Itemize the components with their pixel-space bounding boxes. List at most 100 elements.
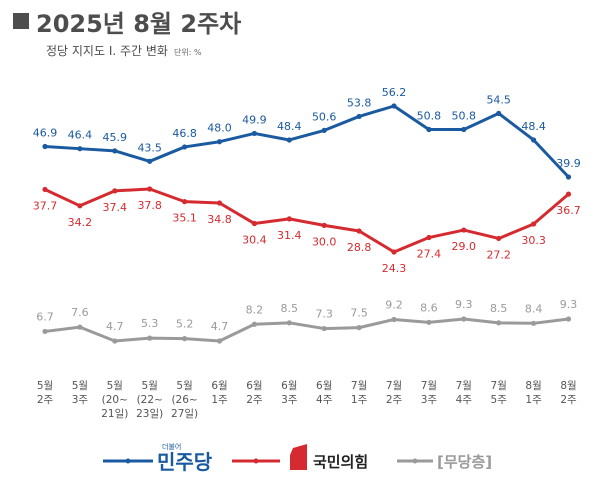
series-line (44, 317, 569, 343)
ppp-logo-shape-icon (290, 444, 307, 470)
data-label: 30.4 (242, 234, 267, 247)
data-point (356, 113, 362, 120)
data-label: 9.3 (455, 298, 473, 311)
series-3: 6.7 7.6 4.7 5.3 5.2 4.7 8.2 8.5 7.3 7.5 9.2 8.6 9.3 8… (36, 298, 577, 344)
x-tick-label: 7월 (456, 380, 472, 392)
unit-label: 단위: % (173, 48, 202, 57)
x-tick-label: 5월 (107, 380, 123, 392)
data-point (426, 126, 432, 133)
data-label: 27.2 (486, 248, 511, 261)
data-point (251, 220, 257, 227)
x-tick-label: 5월 (72, 380, 88, 392)
data-point (77, 324, 83, 330)
data-point (321, 222, 327, 228)
data-label: 48.0 (207, 122, 232, 135)
legend-item-ppp: 국민의힘 (232, 444, 368, 471)
data-label: 46.8 (172, 127, 197, 140)
x-tick-label: 3주 (421, 394, 438, 406)
chart-subtitle: 정당 지지도 Ⅰ. 주간 변화 단위: % (46, 42, 202, 59)
legend-item-independent: [무당층] (397, 453, 492, 471)
x-tick-label: 21일) (101, 407, 128, 420)
data-label: 6.7 (36, 310, 54, 323)
data-point (356, 325, 362, 331)
data-label: 27.4 (417, 248, 442, 261)
data-label: 8.5 (490, 302, 508, 315)
data-label: 30.3 (521, 234, 546, 247)
x-tick-label: 4주 (316, 394, 333, 406)
series-line (44, 187, 570, 254)
x-tick-label: 8월 (560, 380, 576, 392)
data-label: 7.3 (315, 308, 333, 321)
x-tick-label: 8월 (525, 380, 541, 392)
data-label: 50.8 (452, 110, 477, 123)
data-point (321, 127, 327, 133)
data-label: 46.9 (33, 127, 58, 140)
x-tick-label: (26~ (171, 394, 197, 406)
data-label: 37.8 (137, 199, 162, 212)
data-point (461, 126, 467, 133)
x-tick-label: 2주 (560, 394, 577, 406)
data-label: 56.2 (382, 86, 407, 99)
data-label: 30.0 (312, 235, 337, 248)
data-point (391, 103, 397, 109)
x-tick-label: 5주 (491, 394, 508, 406)
data-label: 7.6 (71, 306, 89, 319)
data-point (565, 174, 572, 180)
data-label: 43.5 (137, 141, 162, 154)
x-tick-label: 7월 (386, 380, 402, 392)
data-point (391, 316, 397, 323)
legend-dot-icon (412, 458, 418, 464)
data-label: 50.6 (312, 110, 337, 123)
data-label: 9.2 (385, 298, 403, 311)
data-point (77, 146, 83, 152)
x-tick-label: 27일) (171, 407, 198, 420)
data-label: 35.1 (172, 212, 197, 225)
x-tick-label: 5월 (37, 380, 53, 392)
data-point (356, 228, 362, 234)
subtitle-text: 정당 지지도 Ⅰ. 주간 변화 (46, 44, 168, 58)
data-point (182, 199, 188, 205)
data-point (77, 203, 83, 209)
data-point (531, 221, 537, 227)
data-point (147, 158, 153, 164)
data-point (286, 216, 292, 222)
data-point (426, 234, 432, 241)
page-title: 2025년 8월 2주차 (36, 10, 242, 38)
data-point (112, 338, 118, 344)
data-label: 5.2 (176, 318, 194, 331)
data-label: 36.7 (556, 204, 581, 217)
data-label: 53.8 (347, 96, 372, 109)
data-label: 5.3 (141, 317, 159, 330)
data-point (42, 328, 48, 335)
data-point (112, 188, 118, 194)
data-point (42, 143, 48, 150)
data-label: 34.2 (68, 216, 93, 229)
data-point (391, 249, 397, 255)
x-tick-label: 2주 (37, 394, 54, 406)
x-tick-label: (20~ (102, 394, 128, 406)
data-label: 34.8 (207, 213, 232, 226)
data-point (321, 325, 327, 332)
x-tick-label: 1주 (525, 394, 542, 406)
data-point (426, 319, 432, 325)
legend-label-democratic: 민주당 (157, 450, 213, 474)
data-label: 37.4 (103, 201, 128, 214)
data-point (216, 338, 223, 344)
data-point (565, 191, 572, 197)
data-label: 45.9 (103, 131, 128, 144)
legend-dot-icon (253, 458, 259, 464)
data-label: 54.5 (486, 93, 511, 106)
data-point (251, 321, 257, 327)
x-tick-label: 6월 (316, 380, 332, 392)
x-tick-label: 2주 (386, 394, 403, 406)
data-label: 28.8 (347, 241, 372, 254)
data-point (216, 139, 223, 145)
data-label: 46.4 (68, 129, 93, 142)
data-label: 48.4 (277, 120, 302, 133)
data-point (182, 336, 188, 342)
data-point (496, 320, 502, 326)
x-tick-label: 5월 (176, 380, 192, 392)
data-label: 24.3 (382, 262, 407, 275)
